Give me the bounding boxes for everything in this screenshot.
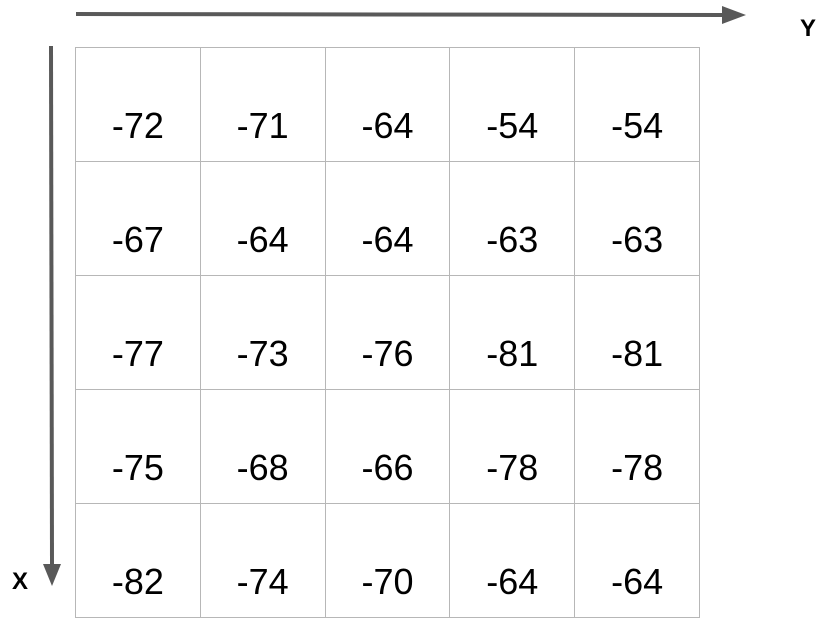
cell-value: -64: [361, 219, 414, 260]
grid-cell: -64: [325, 48, 451, 162]
grid-cell: -75: [76, 390, 201, 504]
grid-cell: -77: [76, 276, 201, 390]
cell-value: -64: [611, 561, 664, 602]
grid-cell: -71: [200, 48, 326, 162]
cell-value: -78: [611, 447, 664, 488]
x-axis-arrow: [43, 45, 61, 586]
grid-cell: -67: [76, 162, 201, 276]
grid-cell: -78: [575, 390, 700, 504]
cell-value: -78: [486, 447, 539, 488]
grid-cell: -66: [325, 390, 451, 504]
cell-value: -68: [236, 447, 289, 488]
cell-value: -54: [611, 105, 664, 146]
cell-value: -82: [111, 561, 164, 602]
value-grid: -72 -71 -64 -54 -54 -67 -64 -64 -63 -63 …: [75, 47, 700, 618]
grid-cell: -64: [450, 504, 576, 618]
cell-value: -67: [111, 219, 164, 260]
cell-value: -81: [486, 333, 539, 374]
grid-cell: -64: [575, 504, 700, 618]
cell-value: -73: [236, 333, 289, 374]
grid-cell: -82: [76, 504, 201, 618]
grid-cell: -70: [325, 504, 451, 618]
grid-cell: -72: [76, 48, 201, 162]
grid-cell: -63: [575, 162, 700, 276]
cell-value: -54: [486, 105, 539, 146]
cell-value: -70: [361, 561, 414, 602]
grid-cell: -76: [325, 276, 451, 390]
cell-value: -77: [111, 333, 164, 374]
cell-value: -66: [361, 447, 414, 488]
grid-cell: -68: [200, 390, 326, 504]
cell-value: -64: [361, 105, 414, 146]
cell-value: -76: [361, 333, 414, 374]
cell-value: -75: [111, 447, 164, 488]
grid-cell: -81: [575, 276, 700, 390]
grid-cell: -63: [450, 162, 576, 276]
grid-cell: -74: [200, 504, 326, 618]
cell-value: -63: [486, 219, 539, 260]
grid-cell: -73: [200, 276, 326, 390]
grid-cell: -64: [200, 162, 326, 276]
grid-cell: -78: [450, 390, 576, 504]
y-axis-arrow: [75, 6, 746, 24]
cell-value: -74: [236, 561, 289, 602]
grid-cell: -64: [325, 162, 451, 276]
grid-cell: -81: [450, 276, 576, 390]
x-axis-label: X: [12, 568, 29, 595]
cell-value: -63: [611, 219, 664, 260]
grid-cell: -54: [450, 48, 576, 162]
cell-value: -64: [486, 561, 539, 602]
y-axis-label: Y: [800, 15, 817, 42]
cell-value: -72: [111, 105, 164, 146]
grid-cell: -54: [575, 48, 700, 162]
cell-value: -81: [611, 333, 664, 374]
cell-value: -71: [236, 105, 289, 146]
cell-value: -64: [236, 219, 289, 260]
